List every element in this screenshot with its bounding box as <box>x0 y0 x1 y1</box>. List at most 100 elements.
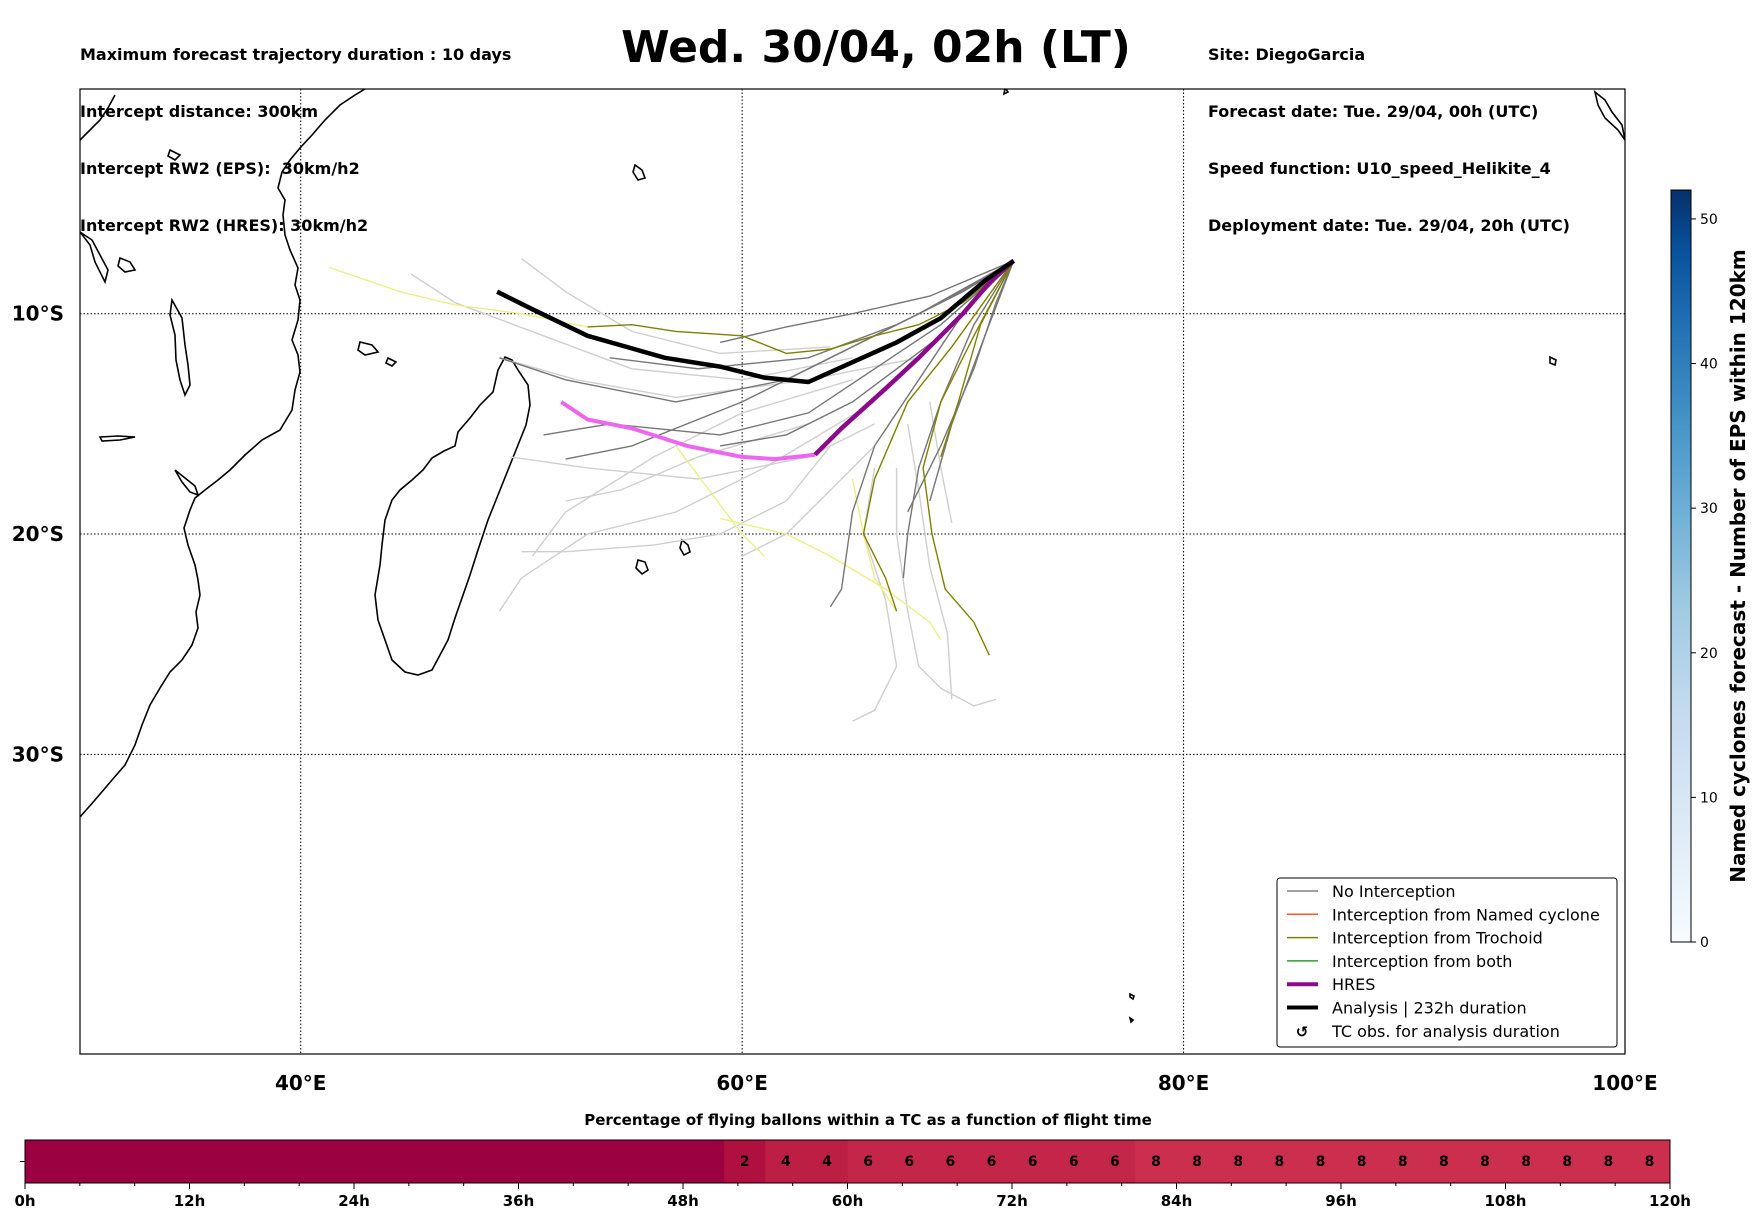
eps-track-faded <box>531 379 853 557</box>
legend-label: Analysis | 232h duration <box>1332 999 1527 1018</box>
y-tick-label: 30°S <box>12 742 64 766</box>
heatmap-cell <box>312 1140 355 1183</box>
heatmap-cell-label: 8 <box>1357 1154 1367 1170</box>
heatmap-cell <box>1341 1140 1383 1183</box>
colorbar-ticks: 0 10 20 30 40 50 <box>1691 212 1718 951</box>
heatmap-cell <box>518 1140 561 1183</box>
heatmap-x-tick-label: 96h <box>1325 1192 1357 1210</box>
legend-label: HRES <box>1332 975 1375 994</box>
trochoid-track <box>922 260 1015 656</box>
eps-track-faded <box>520 258 831 355</box>
heatmap-cell-label: 6 <box>863 1154 873 1170</box>
header-right: Site: DiegoGarcia Forecast date: Tue. 29… <box>1208 7 1570 254</box>
eps-track-faded <box>895 467 997 707</box>
x-tick-label: 40°E <box>275 1071 327 1095</box>
heatmap-cell <box>888 1140 931 1183</box>
heatmap-x-tick-label: 0h <box>14 1192 35 1210</box>
heatmap-x-tick-label: 84h <box>1161 1192 1193 1210</box>
heatmap-cell <box>271 1140 314 1183</box>
heatmap-cell-label: 4 <box>822 1154 832 1170</box>
heatmap-x-axis: 0h 12h 24h 36h 48h 60h 72h 84h 96h 108h 120h <box>14 1183 1691 1210</box>
legend-box <box>1276 877 1618 1048</box>
legend-label: Interception from Named cyclone <box>1332 905 1600 924</box>
heatmap-title: Percentage of flying ballons within a TC… <box>584 1111 1152 1129</box>
island-misc-2 <box>357 341 380 356</box>
heatmap-cell <box>148 1140 190 1183</box>
heatmap-cell <box>600 1140 643 1183</box>
heatmap-cell-label: 6 <box>1110 1154 1120 1170</box>
heatmap-cell-label: 8 <box>1233 1154 1243 1170</box>
heatmap-cell-label: 6 <box>987 1154 997 1170</box>
legend-label: Interception from both <box>1332 952 1512 971</box>
heatmap-cell <box>1258 1140 1301 1183</box>
heatmap-cell-label: 8 <box>1274 1154 1284 1170</box>
island-tanzania <box>80 231 109 285</box>
island-comoros <box>169 297 191 398</box>
heatmap: 2 4 4 6 6 6 6 6 6 6 8 8 8 8 8 8 8 8 8 8 8 8 8 <box>20 1139 1671 1184</box>
heatmap-cell-label: 8 <box>1398 1154 1408 1170</box>
y-tick-label: 20°S <box>12 522 64 546</box>
horn-coast <box>80 94 116 141</box>
heatmap-cell <box>107 1140 149 1183</box>
header-right-line-4: Deployment date: Tue. 29/04, 20h (UTC) <box>1208 216 1570 235</box>
header-right-line-1: Site: DiegoGarcia <box>1208 45 1366 64</box>
heatmap-x-tick-label: 24h <box>338 1192 370 1210</box>
madagascar-coast <box>374 355 531 676</box>
colorbar-label: Named cyclones forecast - Number of EPS … <box>1726 249 1750 883</box>
heatmap-cell <box>1423 1140 1465 1183</box>
heatmap-cell-label: 6 <box>1069 1154 1079 1170</box>
heatmap-x-tick-label: 48h <box>667 1192 699 1210</box>
colorbar <box>1670 189 1692 943</box>
trochoid-track <box>940 260 1015 458</box>
heatmap-cell <box>847 1140 890 1183</box>
heatmap-cell <box>1464 1140 1506 1183</box>
colorbar-tick-label: 10 <box>1700 790 1718 806</box>
heatmap-cell <box>806 1140 848 1183</box>
eps-track <box>902 260 1015 579</box>
trochoid-track <box>862 260 1015 612</box>
heatmap-x-tick-label: 108h <box>1485 1192 1527 1210</box>
header-left-line-4: Intercept RW2 (HRES): 30km/h2 <box>80 216 369 235</box>
eps-track-faded <box>852 467 898 722</box>
header-left-line-2: Intercept distance: 300km <box>80 102 319 121</box>
heatmap-cell-label: 8 <box>1439 1154 1449 1170</box>
heatmap-x-tick-label: 60h <box>832 1192 864 1210</box>
heatmap-cell <box>189 1140 232 1183</box>
heatmap-cell <box>230 1140 273 1183</box>
colorbar-tick-label: 40 <box>1700 357 1718 373</box>
eps-track <box>543 260 1015 436</box>
island-aldabra <box>167 148 182 161</box>
island-mozambique <box>98 435 136 442</box>
island-chagos <box>1549 355 1557 367</box>
analysis-track <box>496 258 1015 385</box>
island-pemba <box>117 256 137 273</box>
heatmap-cell-label: 8 <box>1151 1154 1161 1170</box>
island-seychelles-north <box>632 163 647 181</box>
coastline-layer <box>80 89 1625 1024</box>
heatmap-cell <box>1546 1140 1589 1183</box>
island-misc-3 <box>384 356 398 367</box>
eps-track <box>719 260 1014 344</box>
heatmap-x-tick-label: 120h <box>1649 1192 1691 1210</box>
heatmap-cell-label: 8 <box>1316 1154 1326 1170</box>
colorbar-tick-label: 20 <box>1700 646 1718 662</box>
colorbar-tick-label: 50 <box>1700 212 1718 228</box>
colorbar-tick-label: 30 <box>1700 501 1718 517</box>
hres-track <box>813 259 1016 457</box>
heatmap-cell <box>970 1140 1013 1183</box>
heatmap-cell <box>1505 1140 1548 1183</box>
island-socotra <box>1593 89 1625 141</box>
trochoid-track-faded <box>675 445 765 557</box>
colorbar-tick-label: 0 <box>1700 935 1709 951</box>
heatmap-cell <box>25 1140 67 1183</box>
island-rodrigues <box>1002 89 1010 96</box>
y-axis: 10°S 20°S 30°S <box>12 302 64 767</box>
heatmap-x-tick-label: 36h <box>503 1192 535 1210</box>
heatmap-cell <box>1176 1140 1219 1183</box>
y-tick-label: 10°S <box>12 302 64 326</box>
island-mauritius <box>635 559 649 576</box>
heatmap-cell <box>641 1140 684 1183</box>
heatmap-cell-label: 2 <box>740 1154 750 1170</box>
eps-track <box>907 260 1015 513</box>
heatmap-cell <box>1299 1140 1342 1183</box>
